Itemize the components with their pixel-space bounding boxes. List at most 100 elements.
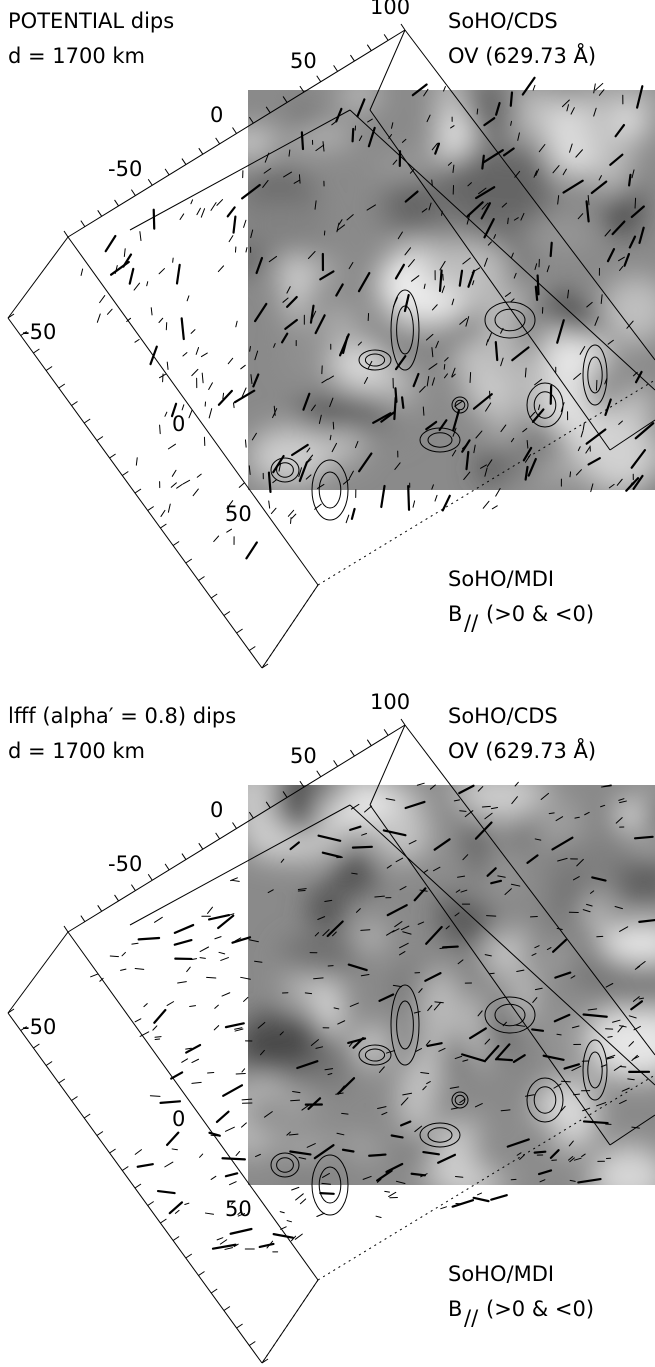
blob — [290, 1015, 324, 1060]
contour — [526, 1077, 564, 1123]
dip — [192, 488, 199, 497]
dip — [185, 1047, 192, 1050]
dip — [619, 1099, 627, 1105]
dip — [280, 858, 285, 863]
dip — [627, 1078, 635, 1081]
dip — [374, 895, 385, 898]
dip — [341, 1112, 349, 1115]
dip — [364, 805, 373, 813]
blob — [600, 923, 655, 962]
blob — [319, 305, 360, 340]
dip — [314, 314, 326, 335]
dip — [426, 376, 430, 387]
axis-label: 50 — [290, 49, 317, 73]
dip — [164, 1161, 174, 1168]
dip — [350, 507, 356, 520]
axis-label: 0 — [210, 103, 223, 127]
dip — [394, 355, 407, 371]
dip — [431, 179, 433, 187]
box-edge — [609, 419, 655, 451]
box-edge — [129, 109, 351, 231]
dip — [259, 1049, 265, 1056]
dip — [400, 1097, 409, 1106]
instrument-label: OV (629.73 Å) — [448, 42, 596, 68]
dip — [230, 1200, 235, 1205]
dip — [510, 120, 512, 126]
dip — [221, 992, 231, 997]
blob — [309, 1142, 362, 1185]
dip — [431, 377, 435, 386]
edge-tick — [383, 34, 389, 41]
dip — [425, 925, 443, 945]
dip — [278, 462, 282, 472]
dip — [243, 219, 247, 228]
dip — [417, 921, 425, 925]
box-edge — [67, 236, 319, 586]
dip — [422, 1085, 427, 1091]
dip — [234, 937, 242, 942]
dip — [206, 976, 217, 979]
dip — [182, 352, 188, 357]
dip — [319, 1191, 335, 1195]
edge-tick — [45, 366, 53, 371]
dip — [264, 152, 270, 163]
dip — [584, 811, 590, 816]
dip — [534, 285, 539, 301]
dip — [297, 888, 307, 890]
dip — [502, 147, 515, 157]
dip — [171, 1148, 178, 1151]
edge-tick — [109, 1148, 116, 1154]
panel: lfff (alpha′ = 0.8) dips d = 1700 km SoHO/… — [7, 690, 655, 1364]
contour — [358, 1044, 392, 1066]
dip — [506, 1138, 530, 1148]
dip — [409, 168, 415, 174]
dip — [538, 404, 541, 411]
blob — [618, 387, 655, 422]
edge-tick — [160, 523, 167, 529]
edge-tick — [97, 210, 103, 217]
dip — [618, 798, 625, 801]
dip — [290, 517, 292, 524]
dip — [289, 841, 300, 851]
edge-tick — [58, 1078, 66, 1084]
dip — [213, 535, 220, 543]
dip — [380, 411, 395, 423]
panel-title: POTENTIAL dips — [8, 9, 174, 33]
dip — [553, 1013, 571, 1023]
dip — [463, 471, 471, 481]
dip — [310, 1039, 319, 1046]
dip — [159, 1100, 182, 1104]
edge-tick — [96, 1131, 104, 1136]
blob — [528, 907, 550, 973]
dip — [288, 149, 291, 157]
dip — [454, 400, 464, 407]
edge-tick — [248, 116, 254, 124]
dip — [392, 984, 403, 988]
dip — [486, 459, 493, 467]
dip — [585, 428, 607, 445]
dip — [605, 983, 614, 988]
dip — [385, 1162, 404, 1173]
dip — [513, 272, 517, 279]
blob — [470, 1109, 563, 1182]
axis-label: -50 — [108, 157, 142, 181]
blob — [359, 923, 384, 950]
edge-tick — [71, 401, 78, 406]
blob — [466, 799, 535, 821]
dip — [181, 1058, 189, 1063]
blob — [284, 328, 347, 382]
contour — [364, 353, 386, 367]
dip — [201, 372, 204, 384]
dip — [481, 805, 491, 808]
dip — [298, 467, 303, 477]
dip — [200, 208, 206, 218]
dip — [586, 301, 593, 308]
edge-tick — [210, 593, 218, 599]
dip — [360, 974, 370, 977]
dip — [552, 165, 560, 174]
dip — [516, 969, 525, 973]
dip — [305, 474, 312, 480]
edge-tick — [147, 506, 154, 511]
edge-tick — [215, 137, 221, 145]
dip — [232, 215, 237, 234]
